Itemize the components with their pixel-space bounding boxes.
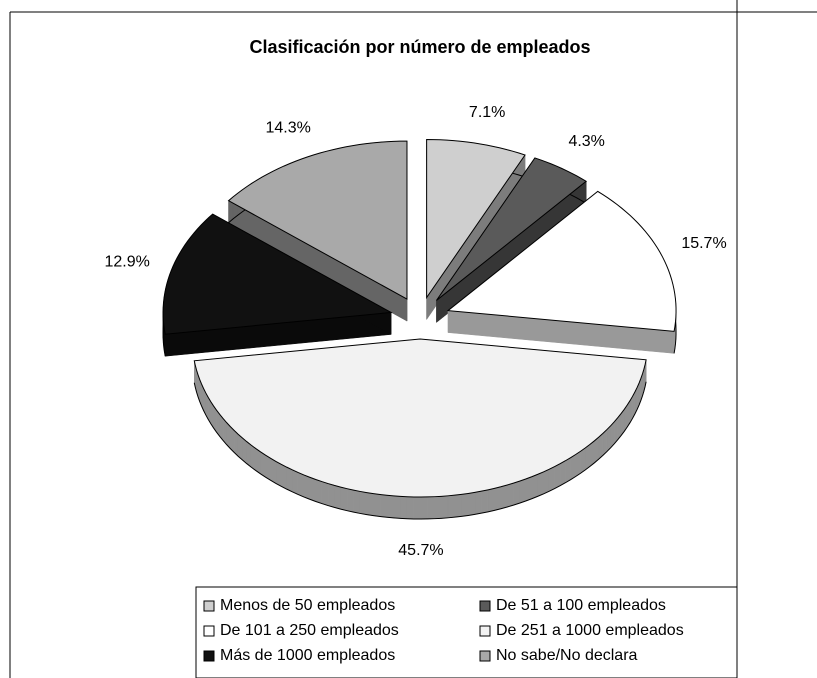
slice-group [446, 190, 677, 354]
slice-side [447, 494, 456, 519]
data-label: 45.7% [398, 542, 443, 559]
slice-side [467, 492, 476, 516]
data-label: 15.7% [681, 235, 726, 252]
slice-side [559, 460, 566, 487]
legend-swatch [479, 625, 491, 637]
legend-swatch [203, 625, 215, 637]
slice-side [270, 457, 277, 484]
slice-group [227, 140, 408, 322]
slice-side [548, 466, 555, 492]
slice-side [406, 496, 415, 520]
chart-title: Clasificación por número de empleados [249, 37, 590, 57]
slice-group [162, 213, 393, 357]
slice-side [260, 451, 266, 478]
slice-side [481, 489, 489, 514]
slice-side [275, 460, 282, 487]
slice-side [487, 488, 495, 513]
legend-label: Menos de 50 empleados [220, 597, 395, 614]
slice-side [525, 476, 532, 502]
slice-side [531, 474, 538, 500]
slice-side [420, 496, 428, 520]
slice-side [494, 486, 502, 511]
slice-side [242, 437, 247, 465]
slice-group [436, 157, 588, 324]
legend-label: De 251 a 1000 empleados [496, 622, 684, 639]
slice [436, 157, 588, 301]
legend-swatch [203, 650, 215, 662]
data-label: 4.3% [568, 133, 604, 150]
slice-side [309, 476, 316, 502]
slice-side [297, 472, 305, 498]
slice-side [340, 486, 348, 512]
legend-label: No sabe/No declara [496, 647, 638, 664]
slice-side [598, 432, 604, 460]
slice-side [255, 448, 261, 475]
slice-side [386, 495, 394, 519]
slice-side [373, 493, 381, 517]
legend-label: Más de 1000 empleados [220, 647, 395, 664]
slice-side [321, 481, 329, 506]
slice-side [474, 490, 482, 515]
slice-side [379, 494, 388, 518]
slice-side [434, 496, 442, 519]
slice-side [500, 484, 508, 510]
slice [446, 190, 677, 332]
slice-side [292, 469, 299, 495]
slice-side [427, 496, 435, 520]
slice-side [461, 493, 469, 517]
slice [193, 338, 647, 498]
slice-side [280, 463, 287, 490]
slice-side [454, 494, 462, 518]
data-label: 14.3% [265, 120, 310, 137]
slice-side [543, 468, 550, 495]
slice-side [589, 440, 595, 467]
slice-side [359, 491, 368, 515]
slice-side [246, 441, 252, 468]
slice-side [334, 485, 341, 510]
slice-group [426, 139, 526, 321]
legend-swatch [479, 600, 491, 612]
slice-side [265, 454, 271, 481]
slice-side [570, 454, 576, 481]
slice-side [400, 496, 408, 520]
slice-side [513, 480, 520, 506]
slice-side [413, 496, 422, 520]
slice-side [554, 463, 561, 489]
slice-group [193, 338, 647, 520]
slice-side [440, 495, 449, 519]
slice-side [585, 443, 591, 471]
slice-side [237, 433, 243, 461]
slice-side [565, 457, 571, 484]
slice-side [286, 466, 293, 493]
slice-side [575, 450, 581, 477]
legend-label: De 51 a 100 empleados [496, 597, 666, 614]
slice-side [346, 488, 354, 513]
slice-side [537, 471, 544, 497]
slice-side [315, 479, 323, 504]
slice [162, 213, 393, 335]
legend-box [195, 586, 738, 678]
slice-side [594, 436, 600, 464]
slice-side [366, 492, 374, 516]
legend-swatch [203, 600, 215, 612]
legend-swatch [479, 650, 491, 662]
data-label: 7.1% [469, 104, 505, 121]
slice-side [580, 447, 586, 474]
slice-side [519, 478, 526, 504]
slice [426, 139, 526, 300]
slice-side [303, 474, 310, 500]
slice-side [353, 489, 361, 514]
slice-side [393, 495, 401, 519]
legend-label: De 101 a 250 empleados [220, 622, 399, 639]
slice [227, 140, 408, 300]
data-label: 12.9% [104, 254, 149, 271]
slice-edge [193, 381, 647, 520]
slice-side [250, 444, 257, 472]
slice-side [327, 483, 335, 508]
slice-side [506, 482, 514, 508]
